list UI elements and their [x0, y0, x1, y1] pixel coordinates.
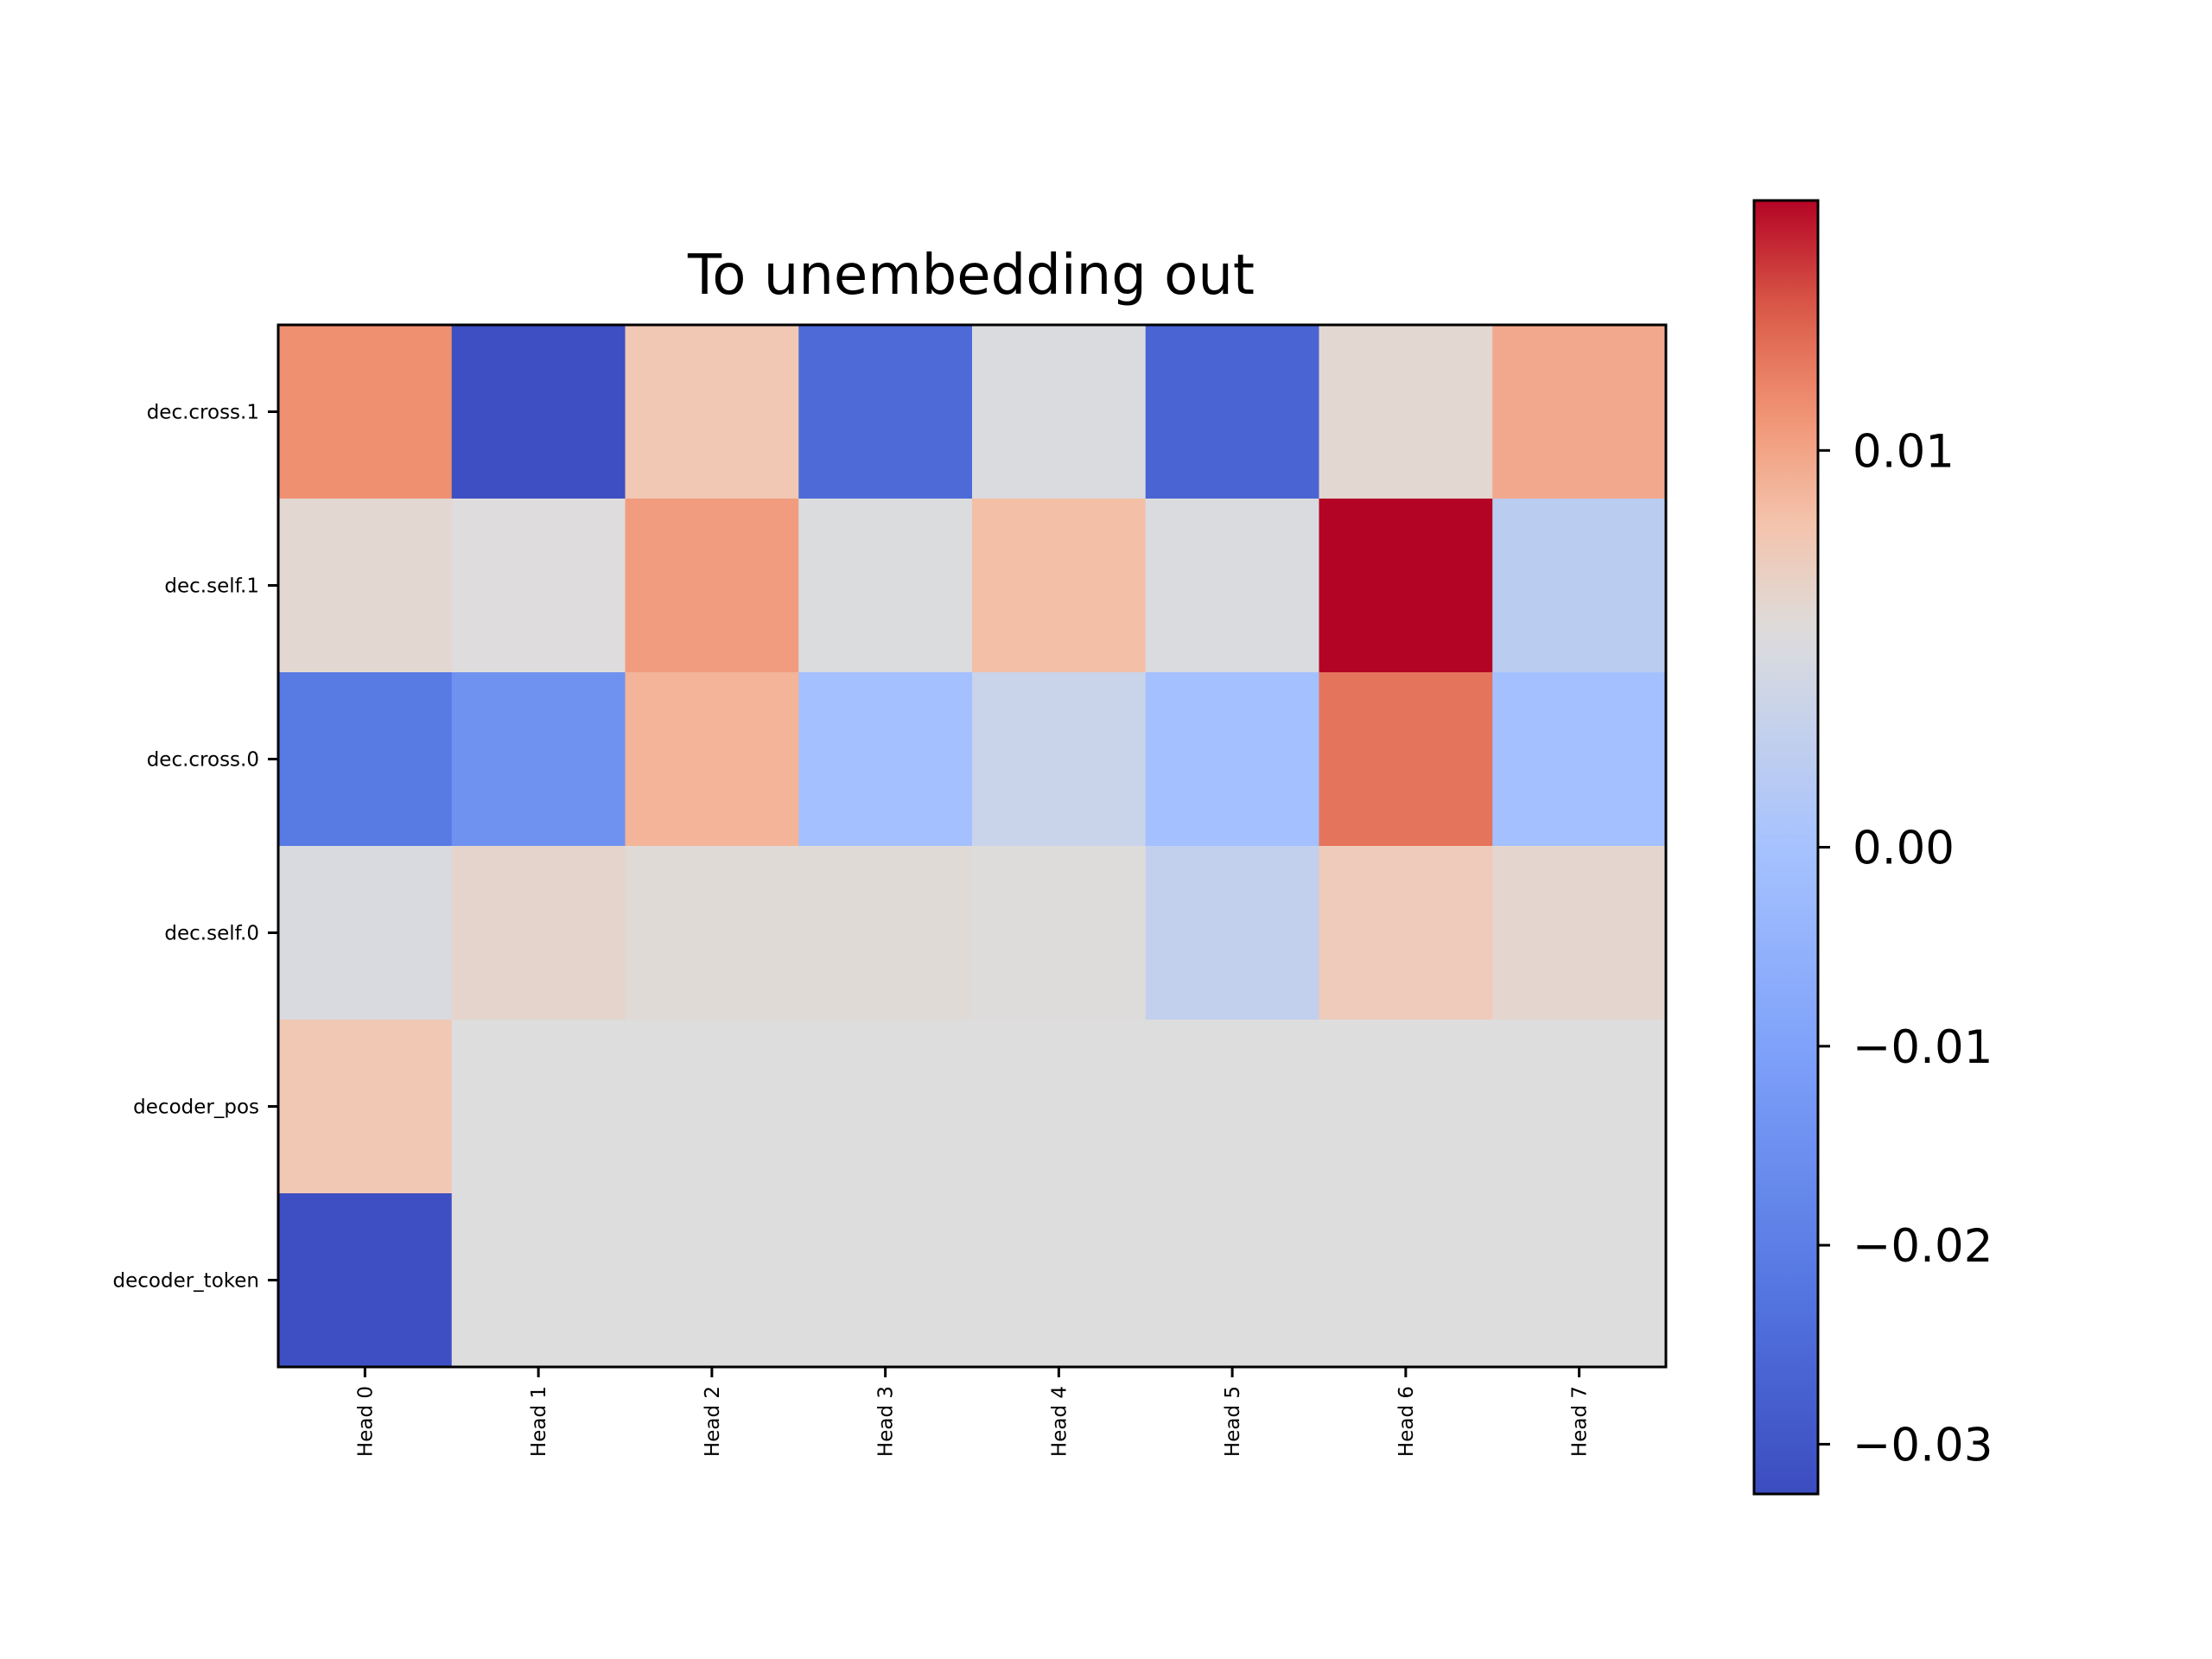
x-tick-label: Head 5: [1222, 1386, 1244, 1457]
heatmap-cell: [625, 846, 799, 1020]
y-tick-label: decoder_pos: [133, 1096, 259, 1119]
heatmap-cell: [972, 672, 1147, 847]
heatmap-cell: [278, 1193, 453, 1368]
x-tick-label: Head 6: [1395, 1386, 1418, 1457]
heatmap-cell: [625, 672, 799, 847]
heatmap-cell: [451, 1020, 626, 1194]
heatmap-cell: [1492, 1020, 1667, 1194]
heatmap-cell: [278, 1020, 453, 1194]
x-tick-label: Head 3: [875, 1386, 898, 1457]
heatmap-cell: [1145, 1193, 1320, 1368]
heatmap-cell: [1319, 846, 1493, 1020]
heatmap-cell: [1492, 846, 1667, 1020]
heatmap-cell: [625, 1193, 799, 1368]
y-tick-label: dec.self.1: [164, 575, 259, 598]
heatmap-cell: [1319, 1020, 1493, 1194]
x-tick-label: Head 1: [528, 1386, 550, 1457]
heatmap-cell: [798, 672, 973, 847]
chart-title: To unembedding out: [687, 244, 1255, 308]
heatmap-cell: [972, 325, 1147, 499]
x-tick-label: Head 0: [354, 1386, 377, 1457]
heatmap-cell: [1319, 499, 1493, 673]
y-tick-label: dec.cross.1: [147, 402, 259, 424]
heatmap-cell: [1492, 499, 1667, 673]
heatmap-cell: [1492, 1193, 1667, 1368]
x-tick-label: Head 4: [1048, 1386, 1071, 1457]
colorbar: [1754, 200, 1818, 1494]
heatmap-cell: [451, 499, 626, 673]
y-axis: dec.cross.1 dec.self.1 dec.cross.0 dec.self…: [113, 402, 278, 1293]
colorbar-tick-label: −0.02: [1853, 1220, 1993, 1273]
plot-frame: [276, 323, 1668, 1369]
y-tick-label: dec.self.0: [164, 923, 259, 945]
colorbar-tick-label: −0.01: [1853, 1021, 1993, 1074]
heatmap-cell: [798, 325, 973, 499]
x-tick-label: Head 7: [1569, 1386, 1592, 1457]
heatmap-cell: [1319, 325, 1493, 499]
heatmap-cell: [451, 1193, 626, 1368]
y-tick-label: decoder_token: [113, 1270, 260, 1293]
heatmap-cell: [278, 672, 453, 847]
colorbar-tick-label: 0.00: [1853, 823, 1955, 875]
heatmap-cell: [625, 325, 799, 499]
heatmap-cell: [1145, 672, 1320, 847]
heatmap-cell: [278, 846, 453, 1020]
colorbar-tick-label: −0.03: [1853, 1419, 1993, 1471]
heatmap-cell: [1319, 672, 1493, 847]
heatmap-cell: [972, 1020, 1147, 1194]
heatmap-cell: [1145, 846, 1320, 1020]
heatmap-cell: [1492, 672, 1667, 847]
heatmap-cell: [1145, 325, 1320, 499]
heatmap-cell: [1145, 499, 1320, 673]
colorbar-axis: 0.01 0.00 −0.01 −0.02 −0.03: [1818, 425, 1993, 1471]
heatmap-cell: [451, 846, 626, 1020]
heatmap-cell: [1492, 325, 1667, 499]
heatmap-cell: [798, 1020, 973, 1194]
heatmap-cell: [278, 499, 453, 673]
heatmap-cell: [625, 499, 799, 673]
heatmap-cell: [972, 846, 1147, 1020]
heatmap-cell: [278, 325, 453, 499]
heatmap-cell: [451, 325, 626, 499]
y-tick-label: dec.cross.0: [147, 749, 259, 772]
heatmap-cell: [1145, 1020, 1320, 1194]
heatmap-cell: [625, 1020, 799, 1194]
heatmap-cell: [451, 672, 626, 847]
x-axis: Head 0 Head 1 Head 2 Head 3 Head 4 Head 5 Head…: [354, 1367, 1592, 1457]
heatmap-cell: [972, 1193, 1147, 1368]
heatmap-cell: [1319, 1193, 1493, 1368]
heatmap-cell: [798, 846, 973, 1020]
heatmap-cell: [798, 499, 973, 673]
x-tick-label: Head 2: [702, 1386, 724, 1457]
colorbar-tick-label: 0.01: [1853, 425, 1955, 478]
heatmap-cell: [972, 499, 1147, 673]
heatmap-cells: [278, 325, 1667, 1368]
heatmap-cell: [798, 1193, 973, 1368]
